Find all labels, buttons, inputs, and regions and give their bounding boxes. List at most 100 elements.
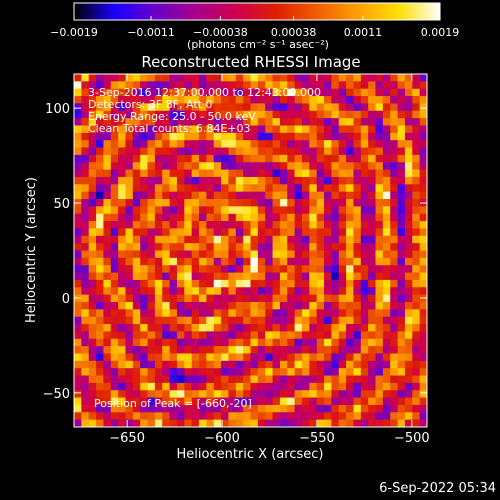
heatmap-pixel xyxy=(272,243,281,251)
heatmap-pixel xyxy=(404,235,413,244)
heatmap-pixel xyxy=(206,368,215,376)
heatmap-pixel xyxy=(316,132,325,141)
heatmap-pixel xyxy=(338,132,347,141)
heatmap-pixel xyxy=(316,184,325,193)
heatmap-pixel xyxy=(169,279,178,288)
heatmap-pixel xyxy=(206,316,215,325)
heatmap-pixel xyxy=(221,199,229,207)
heatmap-pixel xyxy=(257,397,266,406)
heatmap-pixel xyxy=(257,125,266,134)
chart-title: Reconstructed RHESSI Image xyxy=(141,53,360,71)
heatmap-pixel xyxy=(338,250,347,259)
heatmap-pixel xyxy=(235,419,244,427)
heatmap-pixel xyxy=(353,419,362,427)
heatmap-pixel xyxy=(221,272,229,281)
heatmap-pixel xyxy=(353,169,362,178)
heatmap-pixel xyxy=(176,110,185,119)
annotation-line: Energy Range: 25.0 - 50.0 keV xyxy=(88,110,256,123)
heatmap-pixel xyxy=(191,294,200,303)
heatmap-pixel xyxy=(353,382,362,391)
heatmap-pixel xyxy=(74,309,82,318)
heatmap-pixel xyxy=(382,375,391,384)
heatmap-pixel xyxy=(154,346,163,354)
heatmap-pixel xyxy=(390,132,398,141)
heatmap-pixel xyxy=(404,250,413,259)
heatmap-pixel xyxy=(110,272,119,281)
heatmap-pixel xyxy=(132,390,141,398)
heatmap-pixel xyxy=(96,301,104,310)
heatmap-pixel xyxy=(96,132,104,141)
heatmap-pixel xyxy=(118,338,126,347)
heatmap-pixel xyxy=(243,301,251,310)
heatmap-pixel xyxy=(265,397,273,406)
heatmap-pixel xyxy=(265,154,273,163)
heatmap-pixel xyxy=(382,243,391,251)
heatmap-pixel xyxy=(287,206,296,215)
heatmap-pixel xyxy=(154,191,163,200)
heatmap-pixel xyxy=(118,316,126,325)
heatmap-pixel xyxy=(103,272,112,281)
heatmap-pixel xyxy=(110,162,119,170)
heatmap-pixel xyxy=(287,162,296,170)
heatmap-pixel xyxy=(243,390,251,398)
heatmap-pixel xyxy=(404,88,413,97)
heatmap-pixel xyxy=(118,397,126,406)
heatmap-pixel xyxy=(199,419,207,427)
heatmap-pixel xyxy=(404,191,413,200)
heatmap-pixel xyxy=(235,257,244,266)
heatmap-pixel xyxy=(331,324,340,332)
heatmap-pixel xyxy=(331,213,340,222)
heatmap-pixel xyxy=(368,279,376,288)
heatmap-pixel xyxy=(287,324,296,332)
heatmap-pixel xyxy=(184,382,193,391)
heatmap-pixel xyxy=(88,110,97,119)
heatmap-pixel xyxy=(375,309,384,318)
heatmap-pixel xyxy=(257,346,266,354)
heatmap-pixel xyxy=(404,125,413,134)
heatmap-pixel xyxy=(316,368,325,376)
heatmap-pixel xyxy=(176,221,185,229)
heatmap-pixel xyxy=(279,147,288,156)
heatmap-pixel xyxy=(360,390,369,398)
heatmap-pixel xyxy=(125,88,134,97)
heatmap-pixel xyxy=(235,279,244,288)
heatmap-pixel xyxy=(368,81,376,90)
heatmap-pixel xyxy=(169,316,178,325)
heatmap-pixel xyxy=(331,309,340,318)
heatmap-pixel xyxy=(316,294,325,303)
heatmap-pixel xyxy=(324,404,332,413)
heatmap-pixel xyxy=(279,265,288,273)
heatmap-pixel xyxy=(191,382,200,391)
heatmap-pixel xyxy=(250,301,259,310)
heatmap-pixel xyxy=(235,272,244,281)
heatmap-pixel xyxy=(331,199,340,207)
heatmap-pixel xyxy=(368,125,376,134)
heatmap-pixel xyxy=(279,118,288,126)
heatmap-pixel xyxy=(324,213,332,222)
heatmap-pixel xyxy=(309,140,318,148)
heatmap-pixel xyxy=(368,301,376,310)
heatmap-pixel xyxy=(404,279,413,288)
heatmap-pixel xyxy=(346,184,354,193)
heatmap-pixel xyxy=(353,301,362,310)
heatmap-pixel xyxy=(110,199,119,207)
heatmap-pixel xyxy=(184,154,193,163)
heatmap-pixel xyxy=(81,125,90,134)
heatmap-pixel xyxy=(324,88,332,97)
heatmap-pixel xyxy=(191,228,200,237)
heatmap-pixel xyxy=(140,140,148,148)
heatmap-pixel xyxy=(338,301,347,310)
heatmap-pixel xyxy=(206,301,215,310)
heatmap-pixel xyxy=(272,81,281,90)
heatmap-pixel xyxy=(199,221,207,229)
heatmap-pixel xyxy=(250,338,259,347)
heatmap-pixel xyxy=(250,103,259,112)
heatmap-pixel xyxy=(184,118,193,126)
heatmap-pixel xyxy=(338,390,347,398)
heatmap-pixel xyxy=(191,368,200,376)
heatmap-pixel xyxy=(74,154,82,163)
heatmap-pixel xyxy=(125,324,134,332)
heatmap-pixel xyxy=(412,147,421,156)
heatmap-pixel xyxy=(132,125,141,134)
heatmap-pixel xyxy=(103,96,112,104)
